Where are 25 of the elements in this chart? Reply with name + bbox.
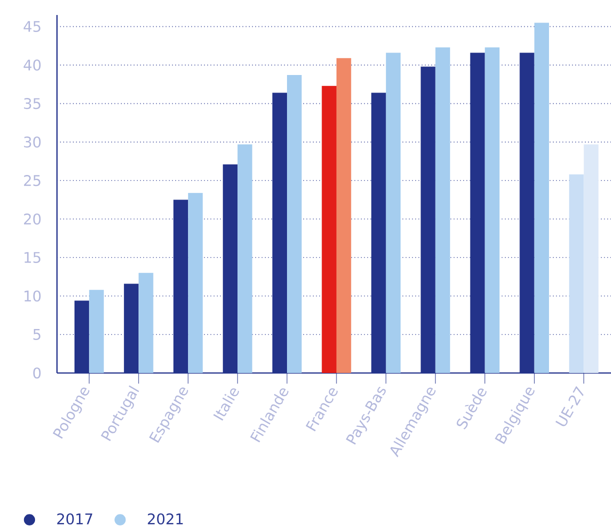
y-tick-label: 45 xyxy=(24,21,40,32)
y-tick-label: 20 xyxy=(24,213,41,225)
legend-label: 2017 xyxy=(57,513,92,524)
y-tick-label: 10 xyxy=(24,290,41,302)
y-tick-label: 30 xyxy=(24,136,41,148)
bar xyxy=(484,47,500,373)
y-tick-label: 25 xyxy=(24,174,40,186)
bar xyxy=(569,174,584,373)
bar xyxy=(238,144,252,373)
bar xyxy=(138,272,154,373)
y-tick-label: 0 xyxy=(33,367,41,379)
bar xyxy=(188,192,203,373)
bar xyxy=(322,86,336,373)
bar xyxy=(435,47,450,373)
bar xyxy=(336,58,352,373)
bar xyxy=(89,290,104,373)
bar xyxy=(287,75,302,373)
y-tick-label: 35 xyxy=(24,98,40,110)
legend-label: 2021 xyxy=(148,513,183,524)
bar xyxy=(584,144,598,373)
y-tick-label: 5 xyxy=(33,329,40,340)
y-tick-label: 40 xyxy=(24,60,41,71)
bar xyxy=(386,52,401,373)
y-tick-label: 15 xyxy=(24,252,40,263)
bar xyxy=(534,22,549,373)
